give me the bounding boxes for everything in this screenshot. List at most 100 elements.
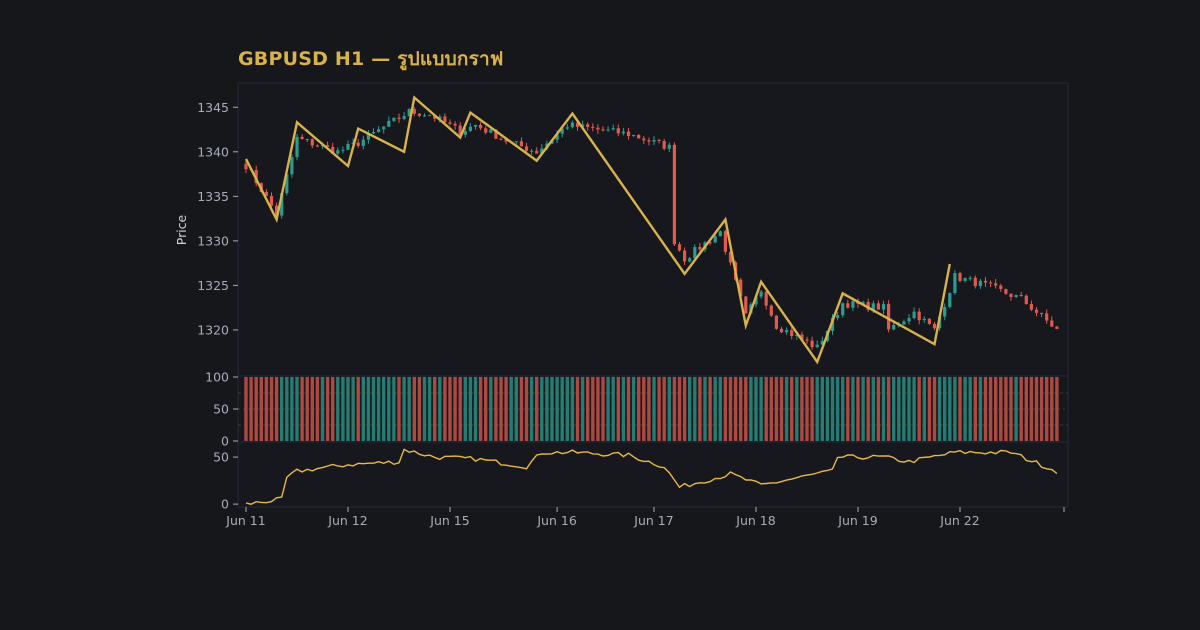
candle-body	[841, 303, 845, 316]
candle-body	[565, 127, 569, 129]
volume-bar	[1009, 377, 1013, 441]
oscillator-tick-label: 0	[221, 497, 229, 512]
candle-body	[800, 334, 804, 340]
candle-body	[524, 146, 529, 151]
candle-body	[244, 163, 248, 170]
candle-body	[927, 318, 931, 324]
volume-bar	[274, 377, 279, 441]
volume-tick-label: 0	[221, 434, 229, 449]
candle-body	[305, 139, 309, 141]
volume-bar	[586, 377, 590, 441]
candle-body	[1034, 309, 1039, 313]
candle-body	[407, 109, 411, 117]
candle-body	[932, 323, 937, 329]
candle-body	[295, 136, 299, 158]
volume-bar	[1029, 377, 1034, 441]
volume-bar	[300, 377, 304, 441]
volume-bar	[728, 377, 733, 441]
candle-body	[382, 126, 386, 130]
oscillator-line	[245, 448, 1058, 505]
volume-bar	[575, 377, 580, 441]
candle-body	[494, 129, 498, 139]
candle-body	[943, 306, 947, 317]
candle-body	[637, 134, 641, 139]
candle-body	[453, 123, 457, 126]
candle-body	[912, 311, 916, 319]
candle-body	[433, 114, 437, 119]
volume-bar	[784, 377, 789, 441]
volume-bar	[769, 377, 773, 441]
volume-bar	[713, 377, 717, 441]
candle-body	[958, 273, 962, 281]
candle-body	[688, 258, 692, 262]
volume-bar	[341, 377, 345, 441]
volume-bar	[463, 377, 467, 441]
candle-body	[280, 193, 284, 216]
chart-title: GBPUSD H1 — รูปแบบกราฟ	[238, 48, 504, 70]
price-tick-label: 1345	[197, 100, 229, 115]
candle-body	[422, 115, 427, 117]
candle-body	[326, 145, 330, 147]
volume-bar	[535, 377, 539, 441]
volume-bar	[499, 377, 503, 441]
candle-body	[744, 296, 748, 314]
candle-body	[606, 129, 610, 131]
volume-bar	[453, 377, 457, 441]
candle-body	[999, 285, 1003, 289]
volume-bar	[478, 377, 483, 441]
candle-body	[698, 247, 702, 250]
candle-body	[285, 174, 289, 194]
candle-body	[876, 303, 880, 310]
volume-bar	[580, 377, 585, 441]
candle-body	[769, 305, 773, 316]
candle-body	[366, 133, 370, 140]
candle-body	[917, 311, 921, 321]
candle-body	[994, 283, 998, 286]
volume-bar	[259, 377, 263, 441]
candle-body	[887, 303, 891, 330]
candle-body	[361, 139, 365, 146]
volume-bar	[509, 377, 513, 441]
candle-body	[907, 318, 911, 322]
volume-bar	[795, 377, 799, 441]
candle-body	[836, 315, 840, 318]
candle-body	[785, 330, 789, 333]
volume-bar	[468, 377, 473, 441]
candle-body	[397, 117, 401, 119]
volume-bar	[739, 377, 743, 441]
candle-body	[300, 136, 304, 140]
candle-body	[484, 128, 488, 133]
y-axis-title: Price	[174, 214, 189, 245]
candle-body	[448, 122, 452, 124]
candle-body	[652, 139, 656, 142]
candle-body	[468, 126, 472, 132]
candle-body	[269, 195, 274, 206]
volume-bar	[820, 377, 824, 441]
candle-body	[989, 282, 993, 284]
candlesticks	[244, 106, 1059, 350]
volume-bar	[718, 377, 722, 441]
candle-body	[1029, 304, 1033, 310]
x-tick-label: Jun 15	[429, 513, 469, 528]
volume-bar	[1024, 377, 1028, 441]
candle-body	[417, 113, 421, 116]
x-tick-label: Jun 19	[837, 513, 877, 528]
volume-bar	[988, 377, 993, 441]
candle-body	[371, 132, 376, 134]
volume-bar	[550, 377, 554, 441]
candle-body	[601, 129, 605, 131]
candle-body	[1040, 312, 1044, 314]
volume-bar	[336, 377, 340, 441]
volume-bar	[514, 377, 518, 441]
x-tick-label: Jun 22	[939, 513, 979, 528]
candle-body	[489, 129, 493, 133]
candle-body	[805, 339, 809, 341]
candle-body	[377, 129, 381, 133]
volume-bar	[978, 377, 983, 441]
volume-bar	[325, 377, 330, 441]
candle-body	[392, 117, 396, 121]
candle-body	[632, 134, 636, 136]
volume-bar	[305, 377, 309, 441]
candle-body	[779, 328, 784, 333]
volume-bar	[591, 377, 595, 441]
